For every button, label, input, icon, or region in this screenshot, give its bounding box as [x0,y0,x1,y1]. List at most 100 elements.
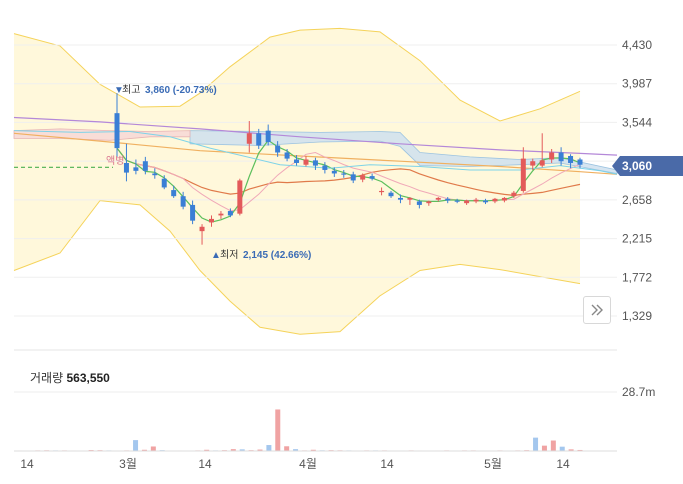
candle-body [454,200,460,202]
volume-bar [310,449,316,451]
bollinger-band-area [14,28,580,335]
candle-body [312,160,318,166]
candle-body [426,201,432,204]
candle-body [520,158,526,191]
volume-bar [239,449,245,451]
candle-body [473,199,479,202]
current-price-badge [612,156,683,176]
high-annotation: ▼ 최고 3,860 (-20.73%) [114,84,217,96]
candle-body [464,200,470,204]
candle-body [284,152,290,159]
candle-body [416,201,422,205]
candle-body [379,190,385,193]
candle-body [568,155,574,163]
candle-body [265,130,271,143]
candle-body [161,178,167,188]
candle-body [133,167,139,171]
candle-body [171,190,177,197]
volume-bar [141,449,147,451]
volume-tick-label: 28.7m [622,385,655,399]
low-value: 2,145 (42.66%) [243,250,311,261]
candle-body [199,226,205,232]
volume-bar [541,445,547,451]
candle-body [397,197,403,200]
candle-body [142,161,148,171]
candle-body [360,175,366,180]
candle-body [218,213,224,216]
current-price-value: 3,060 [622,159,652,173]
x-tick-label: 14 [20,457,34,471]
event-marker-label: 액병 [106,155,124,167]
x-tick-label: 4월 [299,457,317,471]
double-chevron-right-icon [591,304,603,316]
candle-body [208,218,214,223]
candlestick-series [114,93,583,245]
high-marker-icon: ▼ [114,85,124,96]
volume-bar [568,449,574,451]
volume-bar [533,437,539,451]
volume-bar [150,446,156,451]
x-tick-label: 14 [380,457,394,471]
volume-bar [550,440,556,451]
volume-bar [266,445,272,451]
candle-body [492,198,498,202]
candle-body [445,198,451,201]
candle-body [511,192,517,197]
volume-bars [17,409,583,452]
candle-body [549,152,555,160]
candle-body [227,211,233,216]
candle-body [152,173,158,176]
volume-bar [257,449,263,451]
high-label: 최고 [122,84,140,96]
volume-title: 거래량 563,550 [30,369,110,386]
candle-body [369,176,375,179]
current-price-tag: 3,060 [612,156,683,176]
ichimoku-cloud [189,130,618,174]
candle-body [558,152,564,162]
candle-body [256,133,262,146]
bollinger-upper-line [13,27,581,122]
low-annotation: ▲ 최저 2,145 (42.66%) [211,249,311,261]
price-tick-label: 2,658 [622,193,652,207]
bollinger-lower-line [13,200,581,335]
candle-body [435,197,441,200]
x-tick-label: 5월 [484,457,502,471]
price-tick-label: 1,329 [622,309,652,323]
volume-bar [204,449,210,451]
candle-body [388,192,394,197]
price-tick-label: 2,215 [622,232,652,246]
candle-body [483,200,489,203]
candle-body [114,113,120,149]
candle-body [539,160,545,166]
candle-body [180,196,186,207]
x-tick-label: 14 [198,457,212,471]
candle-body [577,159,583,165]
candle-body [294,159,300,163]
candle-body [303,159,309,165]
high-value: 3,860 (-20.73%) [145,85,217,96]
candle-body [237,180,243,214]
candle-body [246,133,252,144]
volume-bar [559,446,565,451]
low-marker-icon: ▲ [211,250,221,261]
volume-bar [284,446,290,451]
volume-label: 거래량 [30,371,64,385]
conversion-line [13,130,618,175]
low-label: 최저 [220,249,238,261]
volume-value: 563,550 [66,371,110,385]
candle-body [530,161,536,166]
candle-body [341,173,347,175]
price-tick-label: 4,430 [622,38,652,52]
moving-average-60-line [116,147,581,197]
expand-chart-button[interactable] [583,296,611,324]
candle-body [350,174,356,181]
volume-bar [275,409,281,451]
candle-body [322,165,328,170]
candle-body [275,145,281,153]
volume-bar [230,449,236,451]
x-axis: 14 3월 14 4월 14 5월 14 [20,457,570,471]
volume-bar [133,440,139,451]
candle-body [123,162,129,173]
